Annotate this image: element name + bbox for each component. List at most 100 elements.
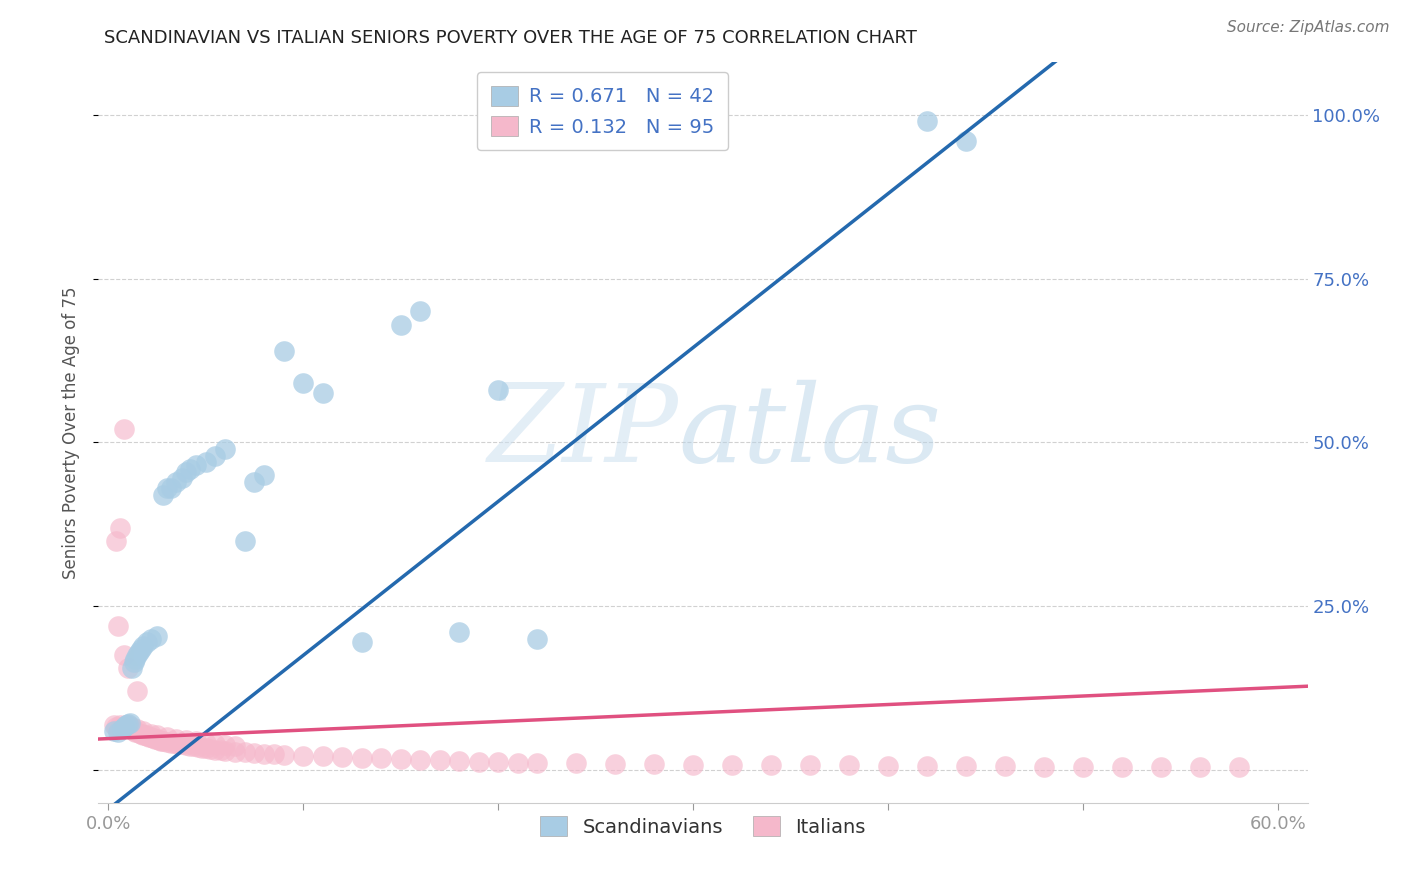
Point [643,757,665,772]
Point [526,632,548,646]
Point [131,641,153,656]
Point [108,718,131,732]
Point [124,651,146,665]
Point [389,318,412,332]
Point [467,755,489,769]
Point [107,725,129,739]
Point [214,442,236,456]
Point [132,723,155,738]
Point [682,757,704,772]
Point [526,756,548,771]
Point [174,732,197,747]
Point [132,728,155,742]
Text: Source: ZipAtlas.com: Source: ZipAtlas.com [1226,20,1389,35]
Point [111,723,134,737]
Point [1227,760,1250,774]
Point [127,723,149,737]
Legend: Scandinavians, Italians: Scandinavians, Italians [529,805,877,848]
Point [138,730,160,744]
Point [134,728,156,742]
Point [243,746,266,760]
Point [127,648,149,663]
Point [156,481,179,495]
Point [165,475,187,489]
Point [233,745,256,759]
Point [184,734,207,748]
Point [273,747,295,762]
Point [131,727,153,741]
Point [994,759,1017,773]
Point [152,734,174,748]
Point [506,756,529,770]
Point [429,753,451,767]
Point [139,727,162,741]
Point [148,732,170,747]
Point [565,756,588,771]
Point [209,743,232,757]
Point [955,759,977,773]
Point [1033,760,1056,774]
Point [127,684,149,698]
Point [292,376,315,391]
Point [214,738,236,752]
Point [132,639,155,653]
Point [838,758,860,772]
Point [112,721,135,735]
Point [233,533,256,548]
Point [761,758,783,772]
Point [721,757,744,772]
Text: SCANDINAVIAN VS ITALIAN SENIORS POVERTY OVER THE AGE OF 75 CORRELATION CHART: SCANDINAVIAN VS ITALIAN SENIORS POVERTY … [104,29,917,47]
Point [159,481,181,495]
Point [143,731,166,746]
Point [104,721,127,735]
Point [139,632,162,646]
Point [167,737,190,751]
Point [114,718,136,732]
Point [273,343,295,358]
Point [156,735,179,749]
Point [799,758,821,772]
Point [955,134,977,148]
Y-axis label: Seniors Poverty Over the Age of 75: Seniors Poverty Over the Age of 75 [62,286,80,579]
Point [1189,760,1212,774]
Point [136,635,159,649]
Point [174,738,197,752]
Point [204,449,226,463]
Point [121,721,143,735]
Point [1111,760,1133,774]
Point [253,468,276,483]
Point [128,645,150,659]
Point [486,755,509,769]
Point [122,723,145,738]
Point [605,757,627,772]
Point [191,740,214,755]
Point [146,732,169,747]
Point [117,661,139,675]
Point [128,726,150,740]
Point [194,735,217,749]
Point [117,718,139,732]
Point [1071,760,1094,774]
Point [194,455,217,469]
Point [139,731,162,745]
Point [172,471,194,485]
Point [152,488,174,502]
Point [263,747,285,762]
Point [163,736,186,750]
Point [174,465,197,479]
Point [179,461,201,475]
Point [183,739,205,754]
Point [917,759,939,773]
Point [1150,760,1173,774]
Point [111,721,134,735]
Point [409,304,432,318]
Point [118,715,141,730]
Point [350,635,373,649]
Point [179,739,201,753]
Point [103,718,125,732]
Point [121,661,143,675]
Point [165,731,187,746]
Text: ZIP: ZIP [488,380,679,485]
Point [198,742,221,756]
Point [146,728,169,742]
